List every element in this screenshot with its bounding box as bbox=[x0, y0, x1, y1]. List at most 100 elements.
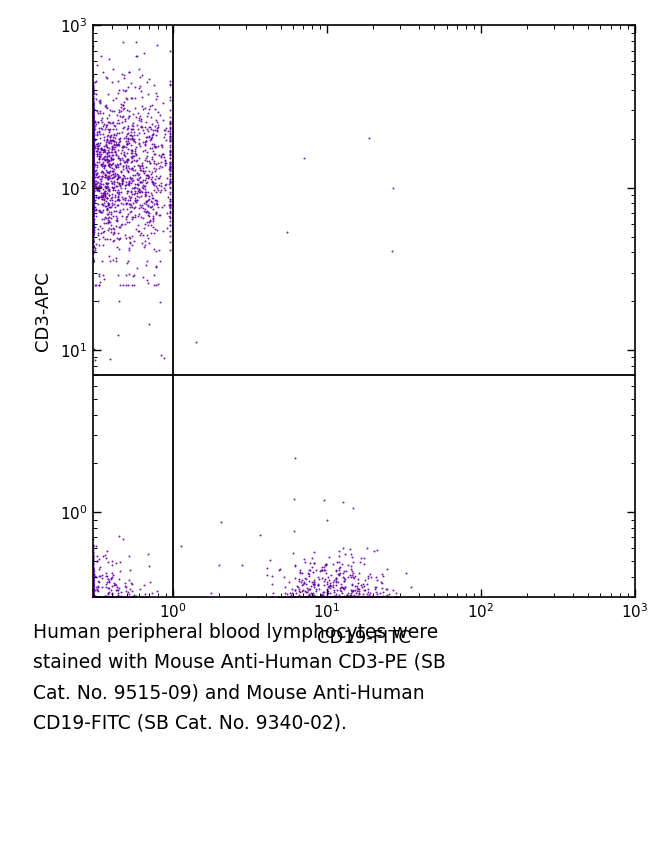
Point bbox=[97, 169, 108, 183]
Point bbox=[120, 84, 130, 97]
Point bbox=[106, 161, 117, 174]
Point bbox=[97, 192, 108, 206]
Point bbox=[88, 173, 98, 186]
Point bbox=[114, 179, 125, 192]
Point bbox=[100, 153, 110, 167]
Point bbox=[88, 590, 98, 603]
Point bbox=[322, 590, 332, 603]
Point bbox=[112, 185, 122, 199]
Point bbox=[88, 187, 98, 201]
Point bbox=[88, 583, 98, 596]
Point bbox=[88, 590, 98, 603]
Point bbox=[88, 573, 98, 587]
Point bbox=[144, 157, 155, 170]
Point bbox=[126, 185, 136, 199]
Point bbox=[137, 144, 148, 158]
Point bbox=[88, 545, 98, 559]
Point bbox=[88, 220, 98, 234]
Point bbox=[88, 589, 98, 602]
Point bbox=[102, 569, 112, 583]
Point bbox=[352, 583, 363, 596]
Point bbox=[88, 152, 98, 166]
Point bbox=[130, 144, 140, 158]
Point bbox=[113, 132, 124, 146]
Point bbox=[88, 180, 98, 193]
Point bbox=[88, 218, 98, 231]
Point bbox=[88, 216, 98, 230]
Point bbox=[139, 101, 150, 114]
Point bbox=[120, 580, 131, 594]
Point bbox=[144, 170, 155, 184]
Point bbox=[125, 128, 136, 141]
Point bbox=[330, 590, 340, 603]
Point bbox=[275, 562, 286, 576]
Point bbox=[93, 590, 104, 603]
Point bbox=[366, 590, 377, 603]
Point bbox=[96, 189, 106, 202]
Point bbox=[127, 584, 137, 597]
Point bbox=[104, 108, 115, 122]
Point bbox=[102, 191, 112, 205]
Point bbox=[191, 335, 202, 349]
Point bbox=[88, 191, 98, 205]
Point bbox=[304, 590, 315, 603]
Point bbox=[97, 221, 108, 235]
Point bbox=[123, 590, 134, 603]
Point bbox=[88, 124, 98, 137]
Point bbox=[120, 210, 131, 224]
Point bbox=[152, 194, 163, 208]
Point bbox=[149, 178, 159, 191]
Point bbox=[102, 197, 113, 210]
Point bbox=[138, 173, 149, 186]
Point bbox=[120, 191, 131, 205]
Point bbox=[329, 590, 339, 603]
Point bbox=[336, 590, 346, 603]
Point bbox=[304, 569, 315, 583]
Point bbox=[88, 165, 98, 179]
Point bbox=[88, 181, 98, 195]
Point bbox=[88, 118, 98, 131]
Point bbox=[88, 166, 98, 180]
Point bbox=[381, 562, 392, 575]
Point bbox=[88, 194, 98, 208]
Point bbox=[153, 200, 163, 213]
Point bbox=[88, 171, 98, 185]
Point bbox=[88, 224, 98, 238]
Point bbox=[333, 563, 344, 577]
Point bbox=[94, 590, 104, 603]
Point bbox=[88, 198, 98, 212]
Point bbox=[88, 97, 98, 111]
Point bbox=[88, 590, 98, 603]
Point bbox=[165, 113, 175, 127]
Point bbox=[307, 590, 318, 603]
Point bbox=[88, 150, 98, 163]
Point bbox=[305, 590, 316, 603]
Point bbox=[88, 590, 98, 603]
Point bbox=[88, 590, 98, 603]
Point bbox=[126, 184, 136, 197]
Point bbox=[88, 185, 98, 199]
Point bbox=[122, 152, 133, 165]
Point bbox=[88, 168, 98, 181]
Point bbox=[88, 586, 98, 600]
Point bbox=[88, 228, 98, 241]
Point bbox=[88, 183, 98, 197]
Point bbox=[88, 108, 98, 121]
Point bbox=[112, 173, 122, 186]
Point bbox=[139, 179, 149, 192]
Point bbox=[88, 567, 98, 580]
Point bbox=[309, 556, 319, 569]
Point bbox=[88, 158, 98, 171]
Point bbox=[149, 177, 160, 191]
Point bbox=[118, 98, 129, 112]
Point bbox=[88, 181, 98, 195]
Point bbox=[88, 546, 98, 560]
Point bbox=[88, 579, 98, 593]
Point bbox=[88, 567, 98, 581]
Point bbox=[92, 155, 102, 169]
Point bbox=[101, 176, 112, 190]
Point bbox=[88, 568, 98, 582]
Point bbox=[88, 156, 98, 169]
Point bbox=[147, 199, 157, 213]
Point bbox=[88, 160, 98, 174]
